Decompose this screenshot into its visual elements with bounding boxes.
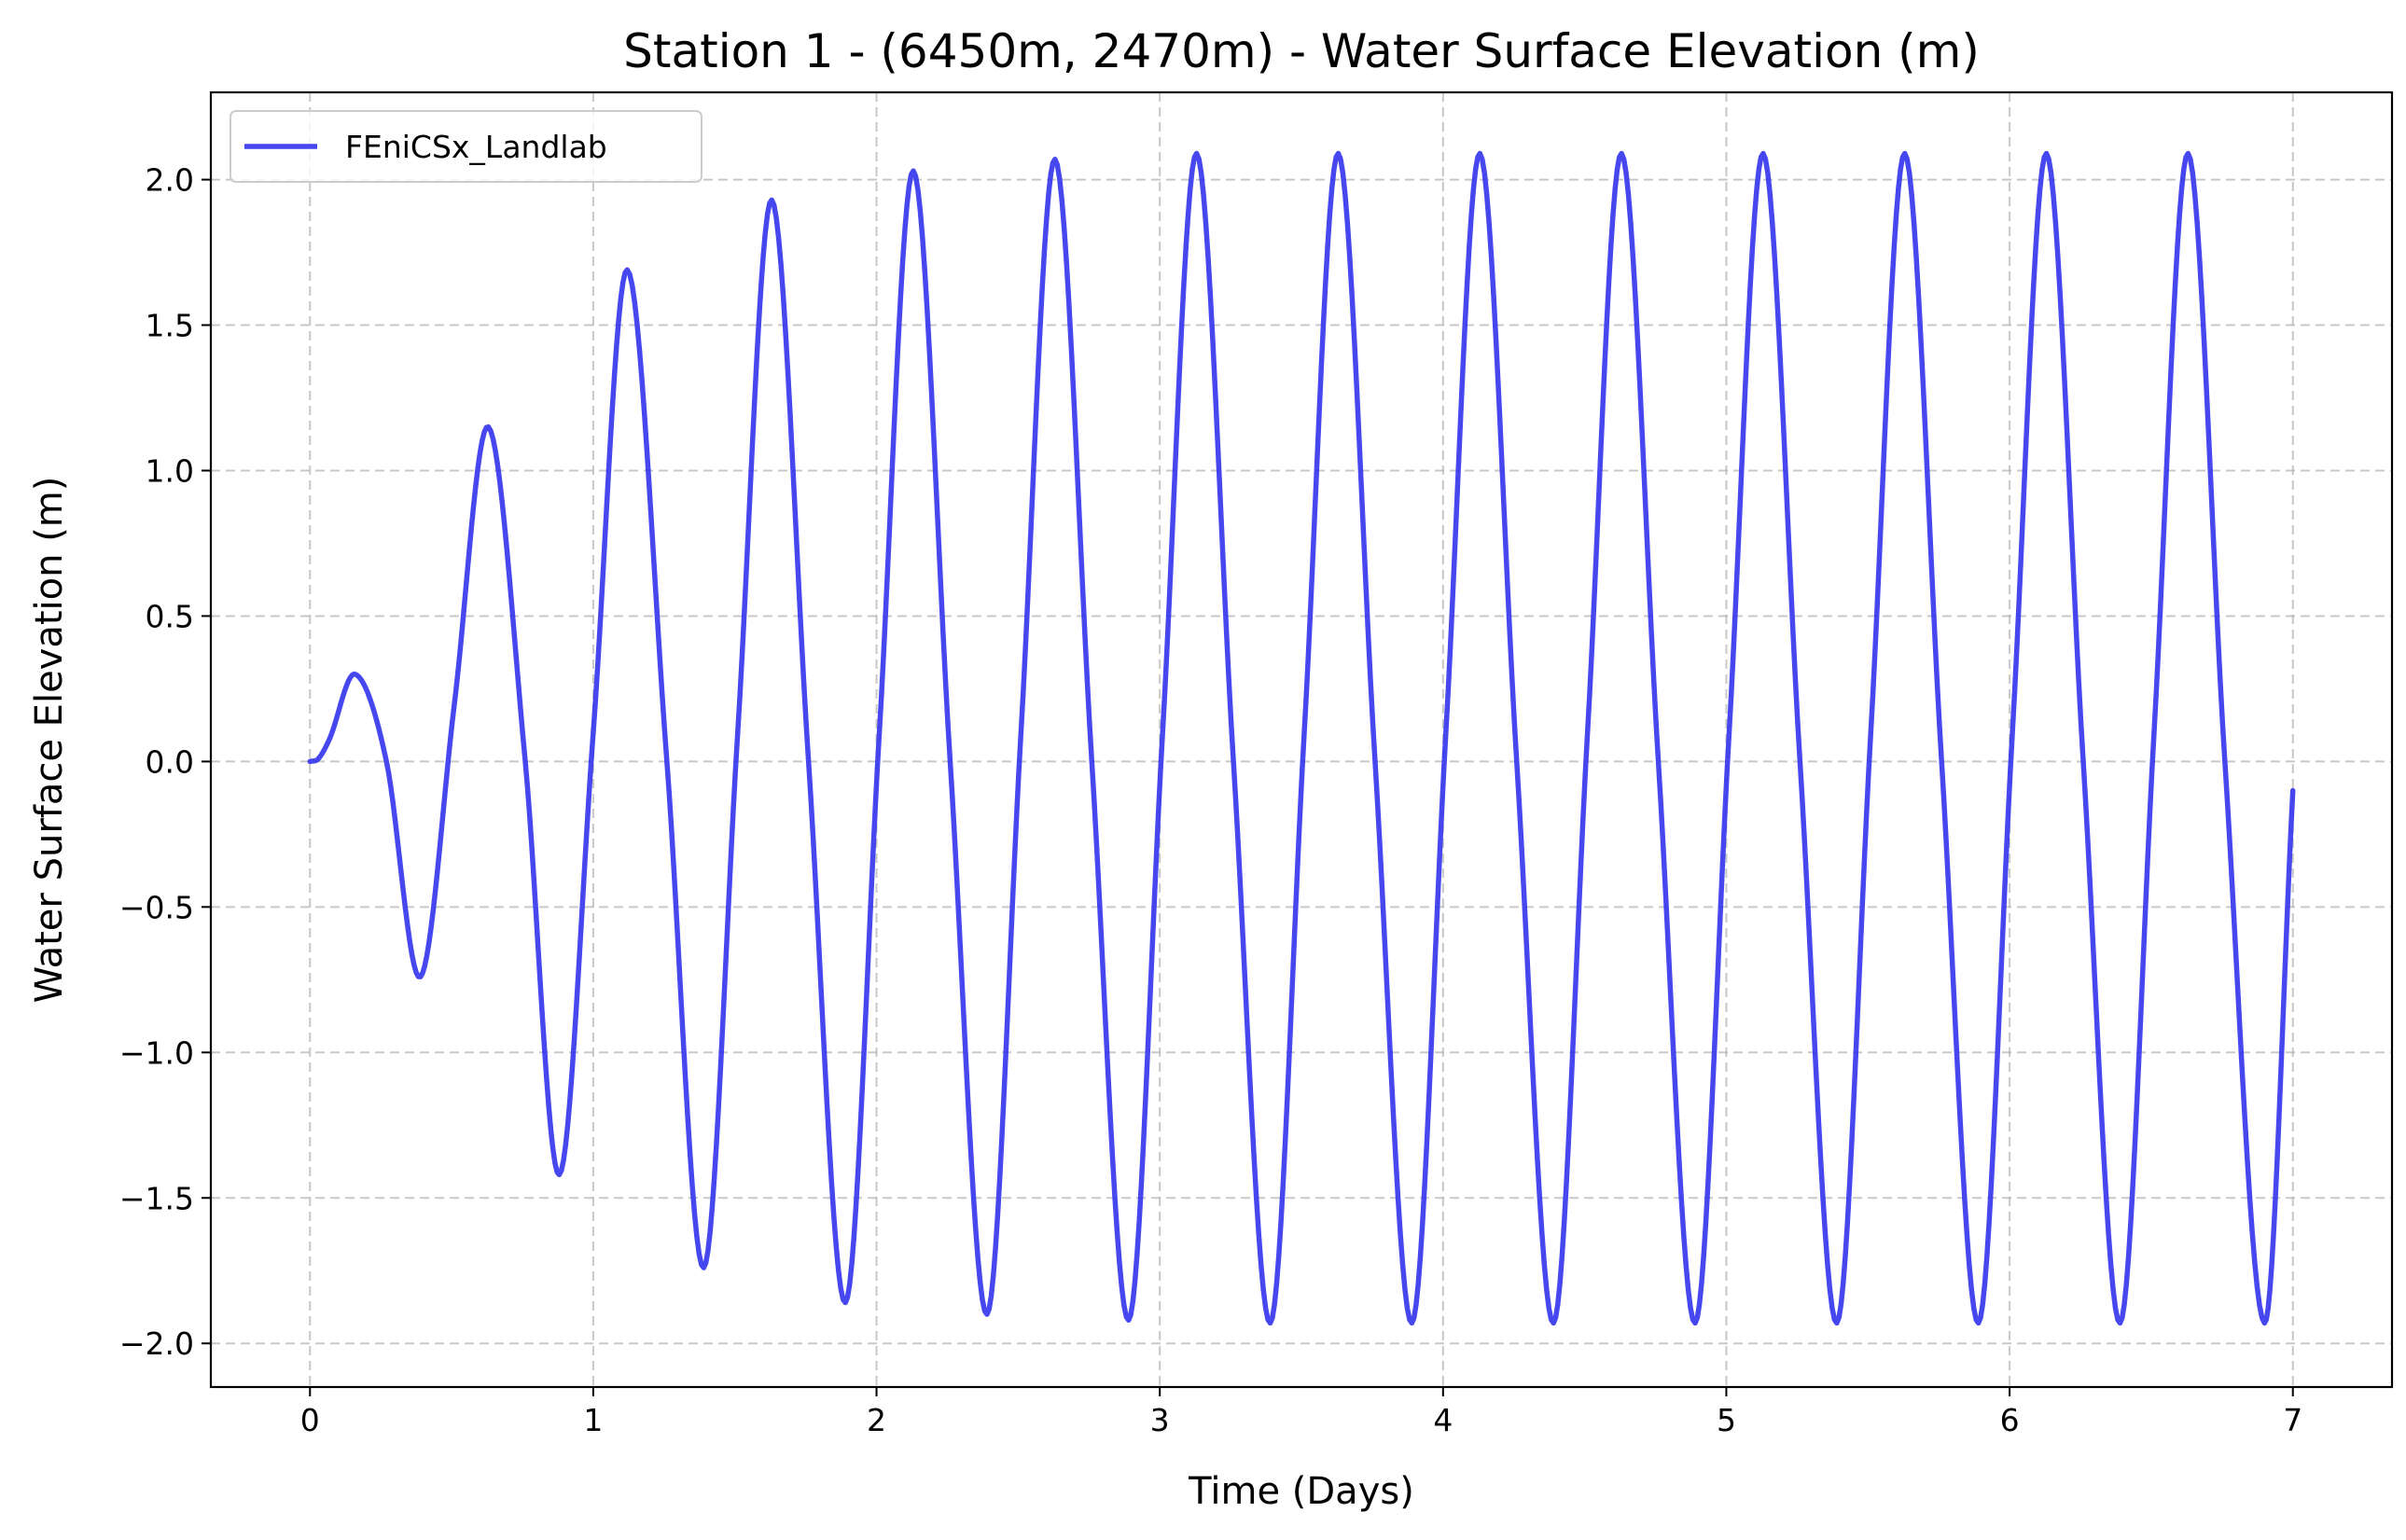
x-tick-label: 6 bbox=[2000, 1402, 2020, 1438]
plot-frame bbox=[209, 90, 2394, 1389]
x-tick-label: 5 bbox=[1717, 1402, 1736, 1438]
y-tick-label: 0.0 bbox=[146, 743, 194, 780]
y-tick-label: 1.0 bbox=[146, 452, 194, 489]
y-axis-title: Water Surface Elevation (m) bbox=[28, 477, 71, 1004]
x-tick-label: 1 bbox=[583, 1402, 603, 1438]
y-tick-label: 1.5 bbox=[146, 308, 194, 344]
legend: FEniCSx_Landlab bbox=[229, 110, 702, 183]
x-tick-label: 4 bbox=[1433, 1402, 1453, 1438]
y-tick-label: −1.0 bbox=[119, 1034, 194, 1071]
y-tick-label: −1.5 bbox=[119, 1180, 194, 1216]
legend-label: FEniCSx_Landlab bbox=[345, 129, 607, 165]
y-tick-label: 0.5 bbox=[146, 598, 194, 634]
x-axis-title: Time (Days) bbox=[1188, 1470, 1414, 1513]
plot-area bbox=[307, 150, 2296, 1326]
x-tick-label: 3 bbox=[1150, 1402, 1170, 1438]
y-tick-label: 2.0 bbox=[146, 162, 194, 199]
legend-box bbox=[229, 110, 702, 183]
y-tick-label: −0.5 bbox=[119, 889, 194, 925]
y-axis-ticks: −2.0 −1.5 −1.0 −0.5 0.0 0.5 1.0 1.5 2.0 bbox=[119, 162, 211, 1362]
y-tick-label: −2.0 bbox=[119, 1325, 194, 1362]
x-axis-ticks: 0 1 2 3 4 5 6 7 bbox=[300, 1387, 2302, 1438]
x-tick-label: 0 bbox=[300, 1402, 320, 1438]
series-line-fenicsx-landlab bbox=[307, 150, 2296, 1326]
chart-title: Station 1 - (6450m, 2470m) - Water Surfa… bbox=[623, 24, 1980, 78]
x-tick-label: 2 bbox=[867, 1402, 886, 1438]
x-tick-label: 7 bbox=[2283, 1402, 2302, 1438]
